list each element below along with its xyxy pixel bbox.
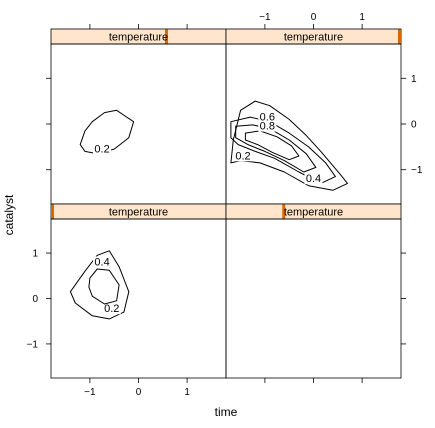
panel-frame [225,218,402,379]
x-tick-label: −1 [84,387,96,398]
contour-label-bg [258,111,277,123]
panel-frame [50,218,227,379]
strip-level-marker [398,29,401,44]
y-tick-label-right: 1 [411,74,417,85]
panel-top-right: temperature 0.2 0.4 0.60.8 [225,28,402,205]
contour-label-bg [304,173,323,185]
y-tick-label-right: −1 [411,165,423,176]
x-tick-label: 0 [136,387,142,398]
strip-level-marker [51,204,54,219]
strip-level-marker [282,204,286,219]
contour-label: 0.6 [260,111,275,123]
contour-label-bg [234,150,253,162]
strip-label: temperature [109,207,168,219]
x-tick-label-top: 0 [311,12,317,23]
y-axis-label: catalyst [2,194,16,235]
contour-label: 0.4 [94,256,109,268]
contour-line-0.8 [244,130,300,161]
contour-label: 0.2 [104,303,119,315]
x-tick-label-top: 1 [359,12,365,23]
strip-label: temperature [284,32,343,44]
y-tick-label: −1 [27,339,39,350]
y-tick-label: 1 [32,249,38,260]
contour-label: 0.2 [94,143,109,155]
panel-top-left: temperature 0.2 [50,28,227,205]
y-tick-label: 0 [32,294,38,305]
panel-frame [50,43,227,205]
axes-layer: −1 0 1 −1 0 1 −1 0 1 −1 0 1 [27,12,423,398]
x-tick-label-top: −1 [259,12,271,23]
contour-label-bg [93,143,112,155]
x-axis-label: time [215,405,238,419]
strip-label: temperature [284,207,343,219]
contour-label: 0.4 [306,173,321,185]
contour-line-0.4 [88,268,120,305]
panel-bottom-left: temperature 0.2 0.4 [50,203,227,379]
x-tick-label: 1 [184,387,190,398]
panels-layer: temperature0.2temperature0.20.40.60.8tem… [50,28,402,379]
strip-label: temperature [109,32,168,44]
contour-label-bg [258,120,277,132]
contour-label: 0.2 [235,150,250,162]
contour-label-bg [102,303,121,315]
contour-label: 0.8 [260,121,275,133]
panel-bottom-right: temperature [225,203,402,379]
contour-line-0.2 [230,100,348,191]
y-tick-label-right: 0 [411,120,417,131]
strip-level-marker [165,29,168,44]
contour-label-bg [93,256,112,268]
